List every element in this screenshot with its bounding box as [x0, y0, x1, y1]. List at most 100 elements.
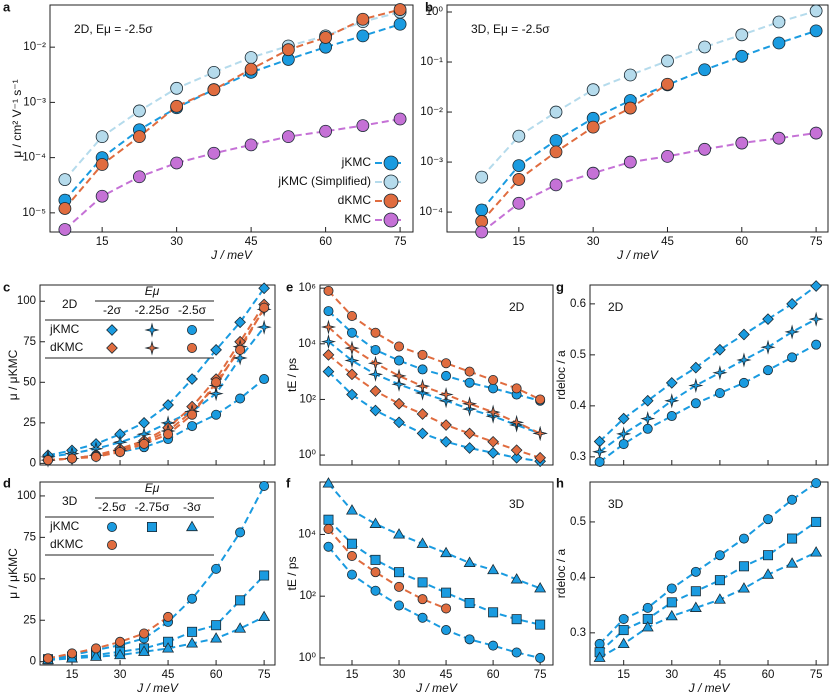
marker [661, 77, 674, 91]
x-tick-label: 75 [810, 669, 823, 681]
marker [623, 155, 637, 169]
marker [370, 567, 381, 578]
marker [617, 637, 630, 649]
marker [623, 101, 637, 115]
y-tick-label: 75 [23, 336, 36, 348]
legend-title: 2D [62, 297, 78, 311]
legend-marker [146, 522, 157, 533]
marker [689, 601, 702, 612]
y-tick-label: 25 [23, 614, 36, 626]
x-tick-label: 45 [162, 669, 175, 681]
marker [346, 504, 358, 515]
y-tick-label: 10⁰ [299, 652, 317, 664]
marker [235, 393, 246, 404]
marker [690, 586, 701, 597]
y-tick-label: 10⁶ [298, 282, 316, 294]
y-tick-label: 10⁻⁴ [419, 206, 443, 218]
series-line [327, 546, 541, 659]
marker [535, 619, 546, 630]
marker [391, 376, 407, 392]
series-line [599, 551, 817, 659]
y-axis-label: μ / cm² V⁻¹ s⁻¹ [10, 79, 24, 157]
marker [511, 647, 522, 658]
legend-marker [383, 174, 399, 190]
marker [370, 327, 381, 338]
marker [735, 28, 749, 42]
marker [666, 411, 677, 422]
marker [208, 386, 224, 402]
marker [512, 129, 526, 143]
x-axis-label: J / meV [415, 681, 458, 695]
marker [535, 652, 546, 663]
series-line [598, 285, 817, 443]
marker [322, 365, 335, 378]
marker [281, 43, 295, 57]
marker [356, 12, 370, 26]
marker [510, 573, 523, 584]
marker [737, 582, 750, 593]
series-line [327, 326, 541, 435]
legend-row: dKMC [50, 537, 84, 551]
marker [689, 361, 702, 374]
marker [549, 105, 563, 119]
marker [488, 607, 499, 618]
marker [642, 602, 653, 613]
y-tick-label: 50 [23, 573, 36, 585]
series-line [599, 318, 817, 453]
y-tick-label: 10⁻² [23, 41, 46, 53]
marker [394, 567, 405, 578]
series-line [327, 519, 541, 626]
marker [163, 611, 174, 622]
series-line [327, 482, 541, 590]
panel-letter: h [556, 475, 564, 490]
y-tick-label: 25 [23, 417, 36, 429]
marker [810, 280, 822, 292]
y-tick-label: 50 [23, 376, 36, 388]
marker [464, 366, 475, 377]
series-line [327, 370, 541, 463]
series-line [64, 11, 401, 181]
marker [640, 411, 656, 427]
marker [688, 377, 704, 394]
marker [738, 561, 749, 572]
y-tick-label: 75 [23, 531, 36, 543]
marker [114, 648, 127, 660]
marker [186, 637, 199, 648]
legend-marker [107, 540, 118, 551]
marker [763, 550, 774, 561]
panel-letter: d [3, 475, 11, 490]
marker [210, 344, 222, 356]
x-axis-label: J / meV [210, 248, 253, 262]
marker [187, 421, 198, 432]
marker [417, 594, 428, 605]
marker [346, 368, 358, 381]
marker [132, 170, 146, 184]
marker [787, 533, 798, 544]
marker [532, 425, 548, 442]
marker [187, 409, 198, 420]
marker [138, 645, 151, 656]
marker [259, 570, 270, 581]
panel-letter: g [556, 279, 564, 294]
panel-letter: f [286, 475, 291, 490]
marker [187, 593, 198, 604]
marker [170, 156, 184, 170]
marker [512, 159, 526, 173]
legend-row: dKMC [50, 340, 84, 354]
legend-column: -2.5σ [98, 500, 127, 514]
series-line [47, 574, 265, 661]
marker [322, 477, 335, 488]
y-tick-label: 10⁴ [298, 528, 316, 540]
annotation: 2D, Eμ = -2.5σ [74, 22, 153, 36]
x-tick-label: 45 [661, 236, 674, 248]
y-tick-label: 100 [17, 295, 36, 307]
marker [618, 625, 629, 636]
marker [665, 377, 678, 389]
y-tick-label: 0.6 [570, 298, 586, 310]
marker [344, 352, 360, 369]
marker [211, 620, 222, 631]
axes-frame [446, 4, 829, 233]
legend-header: Eμ [145, 481, 160, 495]
marker [464, 598, 475, 609]
marker [811, 516, 822, 527]
